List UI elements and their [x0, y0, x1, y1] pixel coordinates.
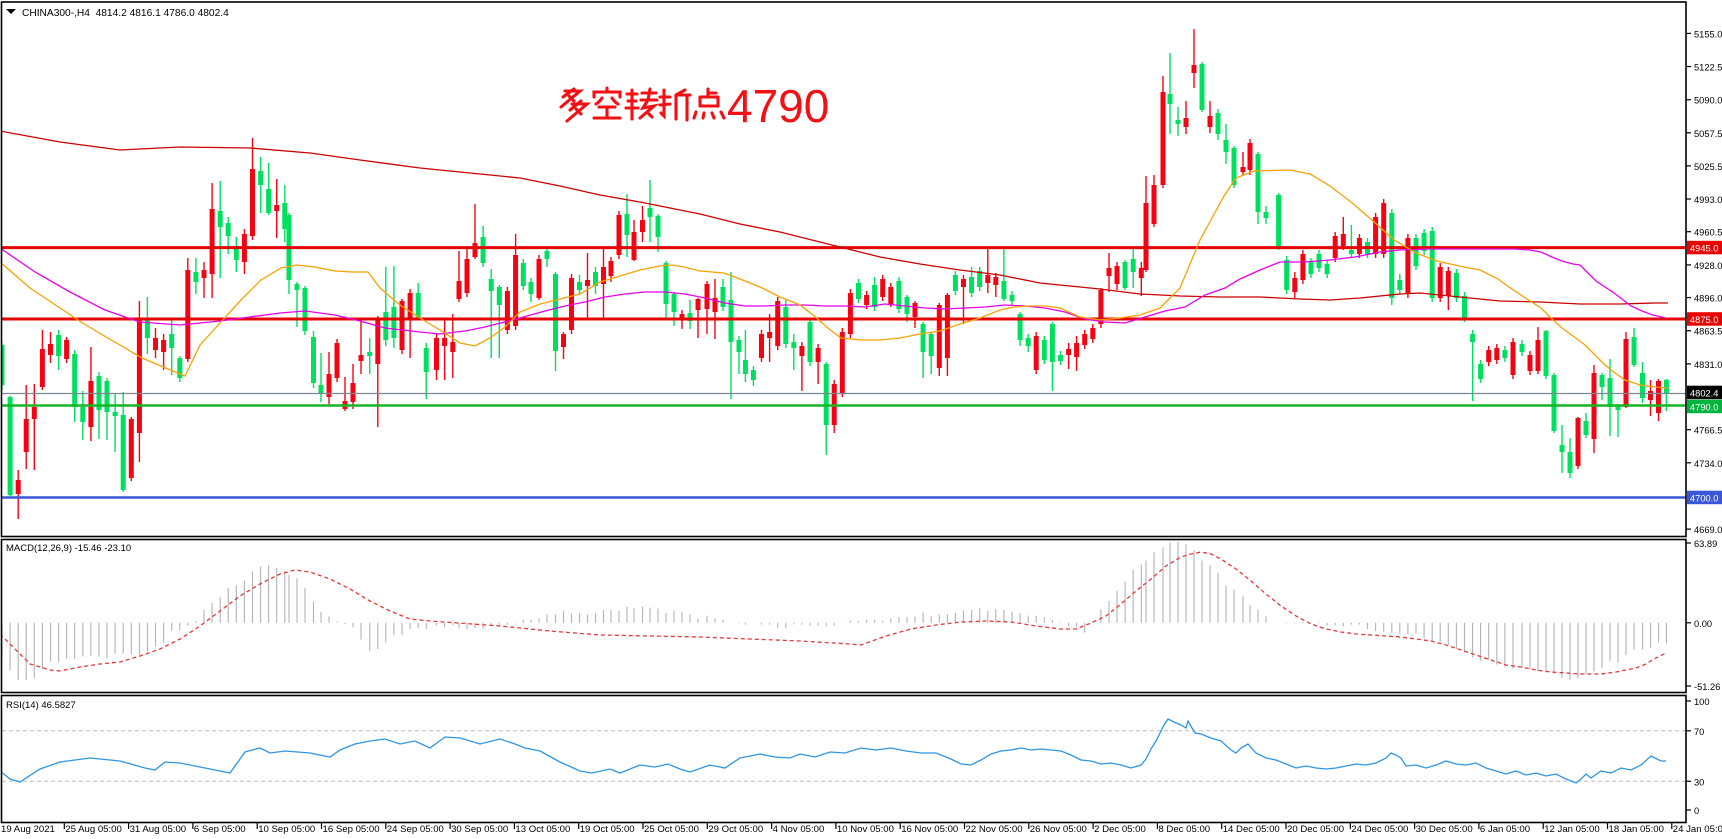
svg-text:13 Oct 05:00: 13 Oct 05:00	[515, 824, 570, 835]
svg-text:-51.26: -51.26	[1694, 682, 1720, 692]
svg-text:6 Jan 05:00: 6 Jan 05:00	[1480, 824, 1530, 835]
svg-text:4993.0: 4993.0	[1694, 195, 1722, 205]
svg-text:4 Nov 05:00: 4 Nov 05:00	[773, 824, 825, 835]
svg-text:0.00: 0.00	[1694, 619, 1712, 629]
svg-text:29 Oct 05:00: 29 Oct 05:00	[708, 824, 763, 835]
svg-text:4831.0: 4831.0	[1694, 360, 1722, 370]
svg-text:4734.0: 4734.0	[1694, 459, 1722, 469]
svg-text:4669.0: 4669.0	[1694, 525, 1722, 535]
svg-text:14 Dec 05:00: 14 Dec 05:00	[1223, 824, 1280, 835]
svg-text:5090.0: 5090.0	[1694, 96, 1722, 106]
svg-text:4875.0: 4875.0	[1690, 315, 1718, 325]
svg-text:4802.4: 4802.4	[1690, 389, 1718, 399]
svg-text:16 Nov 05:00: 16 Nov 05:00	[901, 824, 958, 835]
svg-text:CHINA300-,H4 4814.2 4816.1 47: CHINA300-,H4 4814.2 4816.1 4786.0 4802.4	[22, 8, 229, 19]
svg-text:25 Oct 05:00: 25 Oct 05:00	[644, 824, 699, 835]
svg-text:20 Dec 05:00: 20 Dec 05:00	[1287, 824, 1344, 835]
svg-text:4790.0: 4790.0	[1690, 403, 1718, 413]
svg-text:5057.5: 5057.5	[1694, 129, 1722, 139]
svg-text:12 Jan 05:00: 12 Jan 05:00	[1544, 824, 1599, 835]
svg-text:5025.5: 5025.5	[1694, 162, 1722, 172]
svg-text:24 Sep 05:00: 24 Sep 05:00	[387, 824, 444, 835]
svg-text:5122.5: 5122.5	[1694, 63, 1722, 73]
svg-text:25 Aug 05:00: 25 Aug 05:00	[65, 824, 122, 835]
svg-text:31 Aug 05:00: 31 Aug 05:00	[130, 824, 187, 835]
svg-text:4766.5: 4766.5	[1694, 426, 1722, 436]
svg-text:30 Sep 05:00: 30 Sep 05:00	[451, 824, 508, 835]
svg-text:19 Oct 05:00: 19 Oct 05:00	[580, 824, 635, 835]
svg-text:4928.0: 4928.0	[1694, 261, 1722, 271]
svg-text:8 Dec 05:00: 8 Dec 05:00	[1158, 824, 1210, 835]
svg-text:63.89: 63.89	[1694, 539, 1717, 549]
svg-text:4700.0: 4700.0	[1690, 494, 1718, 504]
svg-text:10 Nov 05:00: 10 Nov 05:00	[837, 824, 894, 835]
svg-text:2 Dec 05:00: 2 Dec 05:00	[1094, 824, 1146, 835]
svg-text:5155.0: 5155.0	[1694, 29, 1722, 39]
svg-text:30: 30	[1694, 777, 1704, 787]
svg-text:10 Sep 05:00: 10 Sep 05:00	[258, 824, 315, 835]
svg-text:RSI(14) 46.5827: RSI(14) 46.5827	[6, 700, 76, 711]
svg-text:26 Nov 05:00: 26 Nov 05:00	[1030, 824, 1087, 835]
svg-text:4896.0: 4896.0	[1694, 294, 1722, 304]
svg-text:70: 70	[1694, 727, 1704, 737]
svg-text:MACD(12,26,9) -15.46 -23.10: MACD(12,26,9) -15.46 -23.10	[6, 543, 131, 554]
svg-text:30 Dec 05:00: 30 Dec 05:00	[1416, 824, 1473, 835]
svg-text:4790: 4790	[727, 80, 829, 132]
svg-text:4945.0: 4945.0	[1690, 244, 1718, 254]
svg-text:19 Aug 2021: 19 Aug 2021	[1, 824, 55, 835]
svg-text:6 Sep 05:00: 6 Sep 05:00	[194, 824, 246, 835]
svg-text:16 Sep 05:00: 16 Sep 05:00	[323, 824, 380, 835]
svg-text:4863.5: 4863.5	[1694, 327, 1722, 337]
svg-text:4960.5: 4960.5	[1694, 228, 1722, 238]
svg-text:24 Jan 05:00: 24 Jan 05:00	[1673, 824, 1722, 835]
svg-text:100: 100	[1694, 697, 1710, 707]
svg-text:24 Dec 05:00: 24 Dec 05:00	[1351, 824, 1408, 835]
svg-text:22 Nov 05:00: 22 Nov 05:00	[966, 824, 1023, 835]
svg-text:0: 0	[1694, 806, 1699, 816]
svg-text:18 Jan 05:00: 18 Jan 05:00	[1609, 824, 1664, 835]
